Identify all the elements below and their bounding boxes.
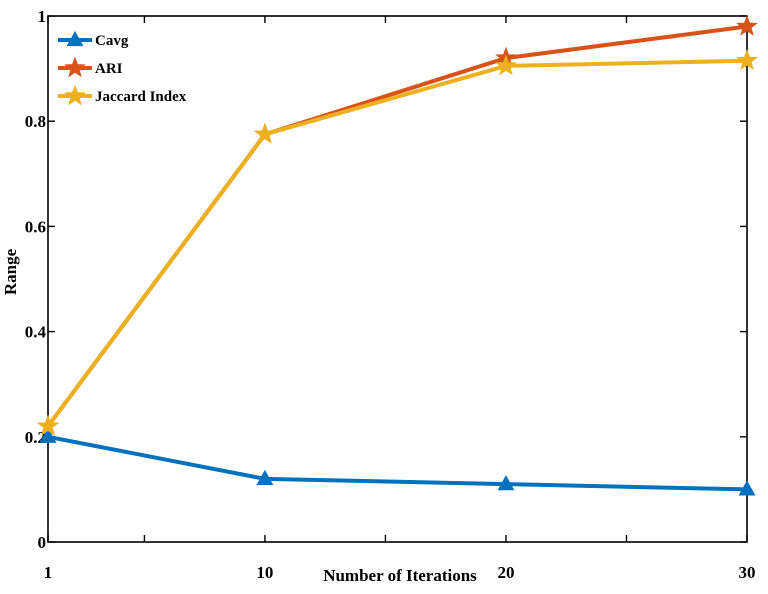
data-point-cavg xyxy=(738,480,756,496)
y-tick-label: 0.6 xyxy=(25,217,46,236)
x-tick-label: 30 xyxy=(739,563,756,582)
series-ari xyxy=(37,15,758,436)
data-point-ari xyxy=(736,15,758,36)
x-tick-label: 1 xyxy=(44,563,53,582)
data-point-jaccard-index xyxy=(495,54,517,76)
series-line-jaccard-index xyxy=(46,58,748,428)
y-tick-label: 0.4 xyxy=(25,323,47,342)
data-point-cavg xyxy=(497,475,515,491)
series-line-cavg xyxy=(47,434,748,492)
data-point-cavg xyxy=(256,469,274,485)
legend-label-jaccard-index: Jaccard Index xyxy=(95,89,187,105)
legend-marker-ari xyxy=(64,56,86,78)
plot-frame xyxy=(47,15,748,543)
legend-marker-cavg xyxy=(66,30,84,47)
x-tick-label: 20 xyxy=(497,563,514,582)
legend-label-cavg: Cavg xyxy=(95,33,129,49)
series-cavg xyxy=(39,427,756,496)
data-point-jaccard-index xyxy=(254,122,276,144)
series-lines xyxy=(37,15,758,496)
y-tick-label: 1 xyxy=(38,7,47,26)
legend-label-ari: ARI xyxy=(95,61,123,77)
data-point-jaccard-index xyxy=(37,414,59,436)
series-jaccard-index xyxy=(37,49,758,436)
y-tick-label: 0 xyxy=(38,533,47,552)
legend-item-jaccard-index: Jaccard Index xyxy=(58,84,187,106)
legend-item-cavg: Cavg xyxy=(58,30,129,49)
legend-item-ari: ARI xyxy=(58,56,123,78)
y-tick-label: 0.8 xyxy=(25,112,46,131)
data-point-cavg xyxy=(39,427,57,443)
x-tick-label: 10 xyxy=(256,563,273,582)
legend-marker-jaccard-index xyxy=(64,84,86,106)
series-line-ari xyxy=(46,24,748,428)
legend: Cavg ARI Jaccard Index xyxy=(58,30,187,106)
y-axis-label: Range xyxy=(1,248,20,295)
x-axis-label: Number of Iterations xyxy=(323,566,477,585)
data-point-jaccard-index xyxy=(736,49,758,70)
